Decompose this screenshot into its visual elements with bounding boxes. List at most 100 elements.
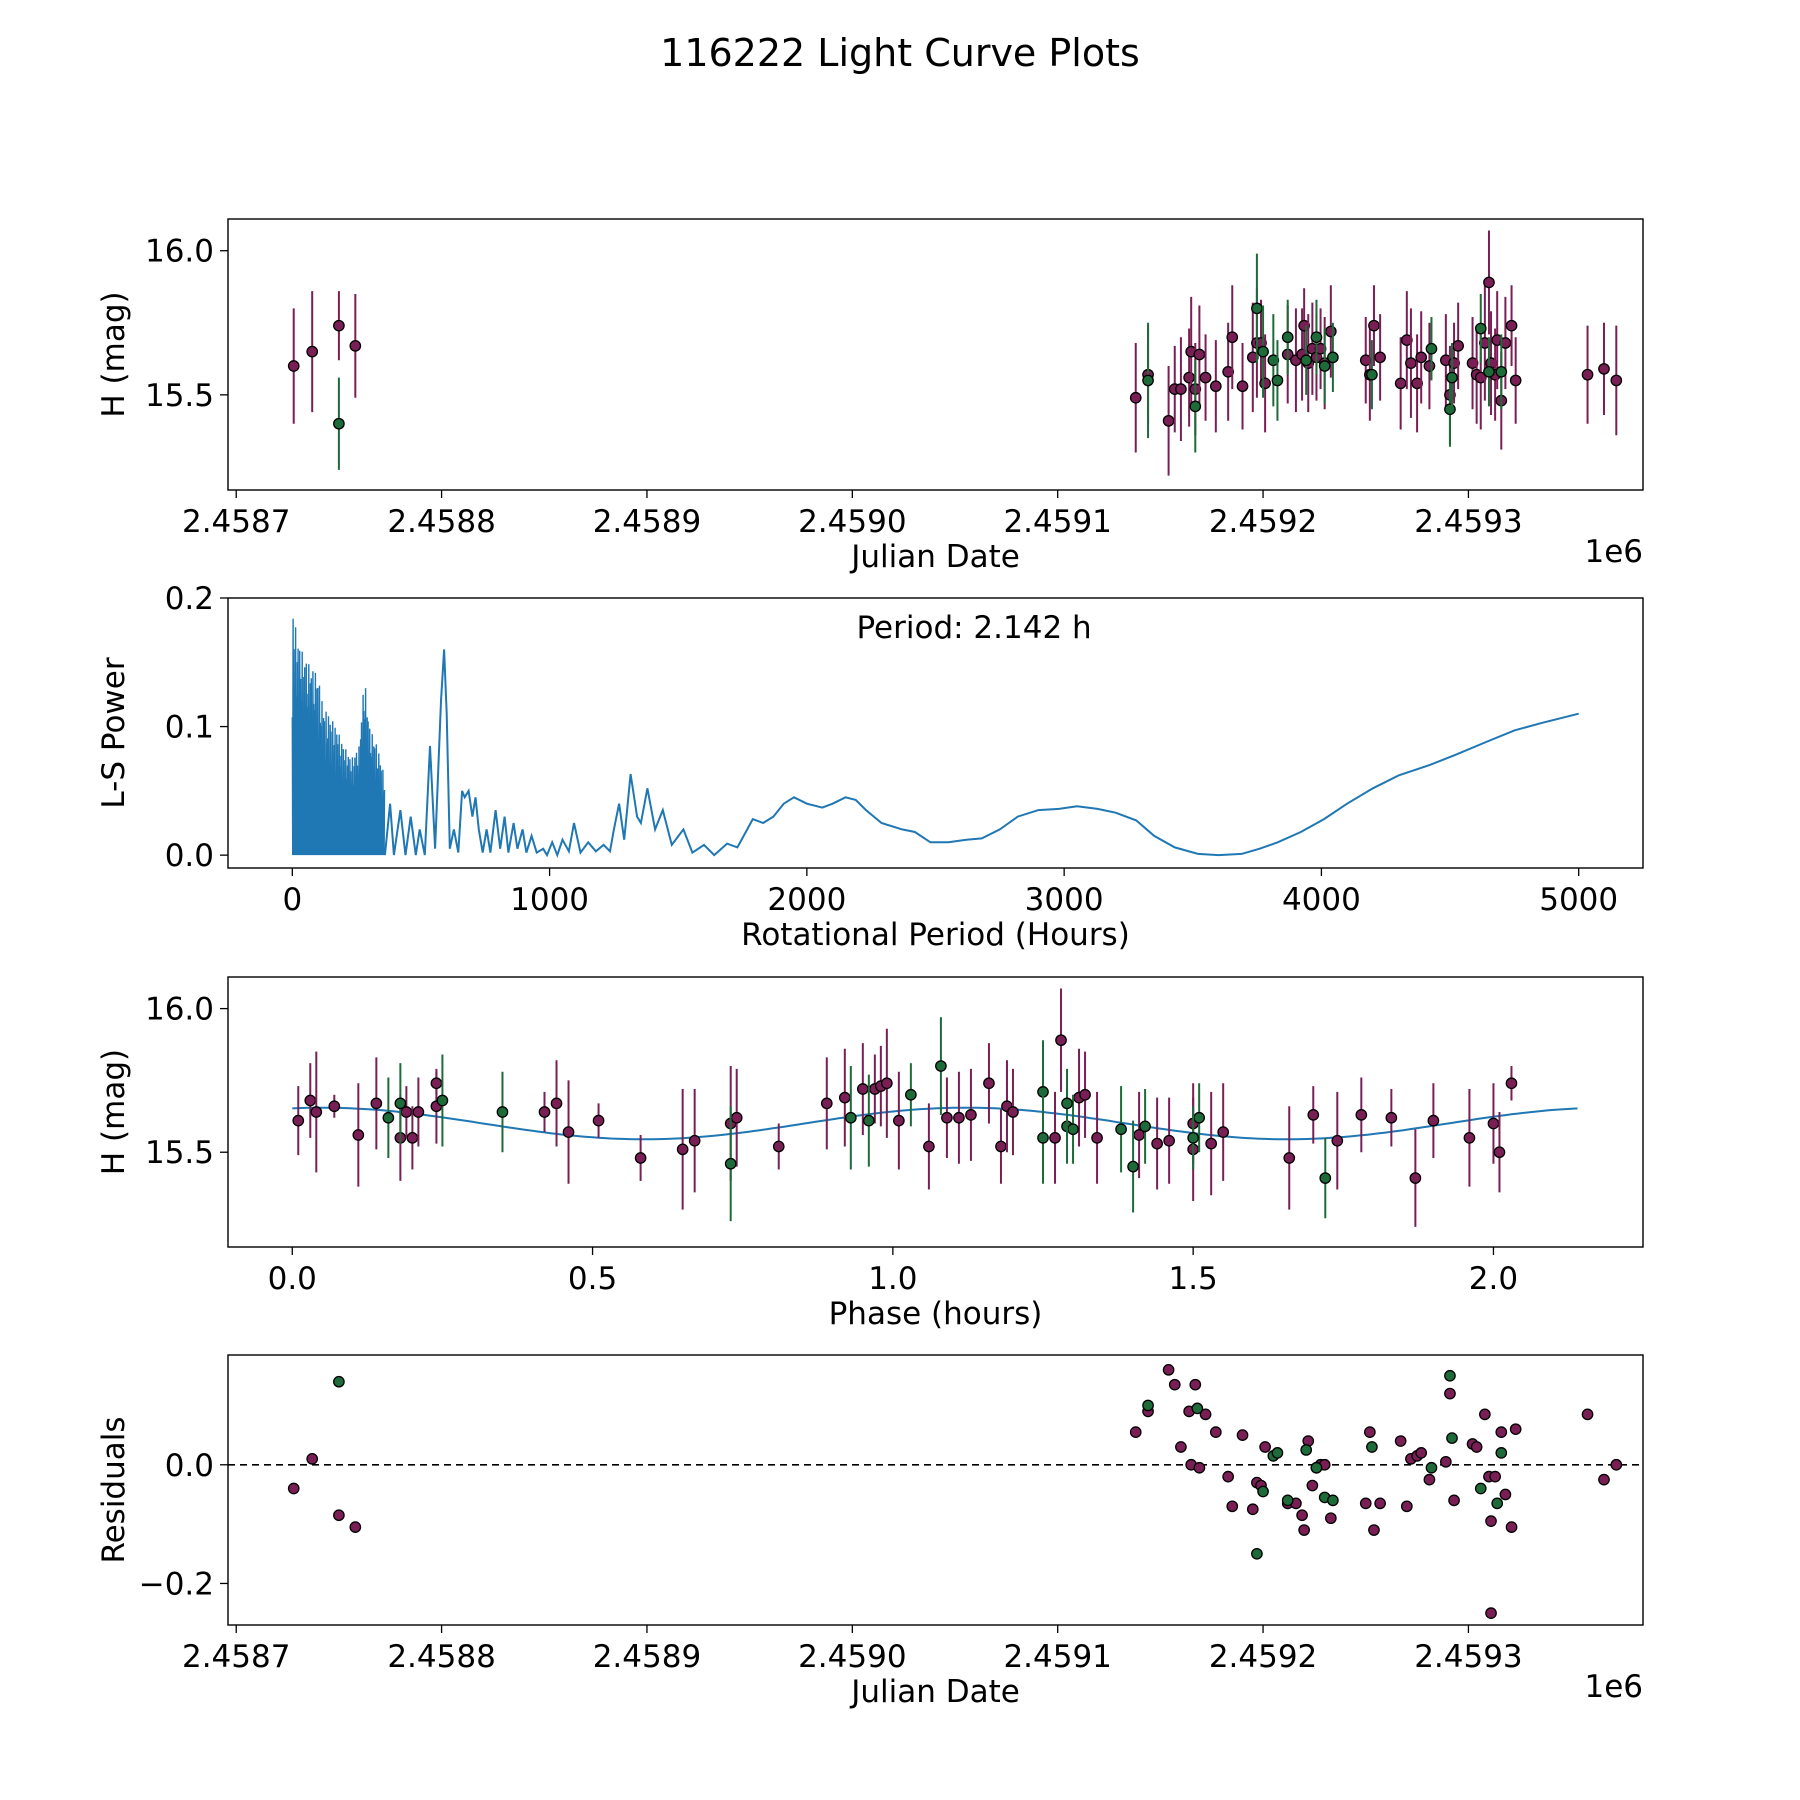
data-point [634,1152,647,1164]
data-point [496,1106,509,1118]
data-point [838,1091,851,1104]
series-magenta [287,1363,1623,1619]
data-point [1493,1146,1506,1159]
data-point [1142,374,1154,387]
data-point [1115,1123,1127,1136]
x-tick-label: 2.0 [1469,1261,1518,1297]
data-point [562,1126,575,1138]
axes-frame [227,976,1644,1248]
data-point [1489,1470,1501,1483]
data-point [1314,342,1327,355]
data-point [1283,1152,1296,1164]
data-point [1598,363,1610,375]
x-tick-label: 1.0 [868,1261,917,1297]
data-point [352,1129,365,1141]
x-axis-label: Julian Date [849,539,1020,575]
panel-ls: 0 1000 2000 3000 4000 5000 0.0 0.1 0.2 Rotational… [96,581,1644,953]
x-tick-label: 2.4588 [387,504,495,540]
y-tick-label: 16.0 [145,992,214,1028]
data-point [1061,1097,1073,1110]
data-point [941,1111,953,1124]
data-point [1474,322,1487,335]
data-point [349,340,362,352]
data-point [1205,1137,1218,1150]
data-point [370,1097,383,1110]
data-point [1067,1123,1079,1136]
y-tick-label: 16.0 [145,234,214,270]
data-point [1483,276,1495,289]
x-tick-label: 2.4587 [182,1639,290,1675]
data-point [1368,1524,1380,1536]
data-point [412,1106,425,1118]
data-point [1251,1547,1263,1560]
data-point [1495,365,1508,378]
x-tick-label: 2.4591 [1003,1639,1111,1675]
data-point [1193,1461,1206,1474]
panel-lc: 2.4587 2.4588 2.4589 2.4590 2.4591 2.4592 2.45… [96,218,1644,575]
data-point [1199,371,1212,384]
x-tick-label: 2.4590 [798,504,906,540]
data-point [856,1083,869,1095]
data-point [306,345,319,358]
data-point [983,1077,995,1090]
data-point [893,1114,905,1127]
panel-phase: 0.0 0.5 1.0 1.5 2.0 15.5 16.0 Phase (hours) H (m… [96,976,1644,1332]
data-point [1209,1426,1222,1438]
data-point [1366,368,1378,381]
data-point [1491,1497,1504,1510]
data-point [1199,1408,1212,1421]
y-tick-label: 0.0 [165,1448,214,1484]
data-point [1251,302,1263,315]
data-point [430,1077,443,1090]
data-point [1610,374,1623,387]
data-point [676,1143,689,1156]
x-tick-label: 2.4590 [798,1639,906,1675]
data-point [1226,331,1239,344]
data-point [1162,414,1175,427]
data-point [1246,351,1259,364]
data-point [1226,1500,1239,1513]
x-tick-label: 2.4589 [593,1639,701,1675]
data-point [1505,1521,1518,1533]
data-point [1409,1172,1422,1184]
y-tick-label: 0.1 [165,710,214,746]
data-point [306,1452,319,1465]
data-point [1423,1473,1436,1486]
series-magenta [292,988,1518,1227]
data-point [1271,374,1284,387]
data-point [1175,1441,1187,1453]
data-point [538,1106,551,1118]
data-point [1091,1132,1103,1144]
data-point [436,1094,449,1107]
x-tick-label: 2.4589 [593,504,701,540]
x-tick-label: 2.4588 [387,1639,495,1675]
x-tick-label: 2000 [767,882,846,918]
data-point [1446,371,1458,384]
data-point [1359,1497,1372,1510]
x-offset-label: 1e6 [1584,534,1643,570]
data-point [406,1132,419,1144]
data-point [844,1111,857,1124]
x-tick-label: 0.5 [568,1261,617,1297]
data-point [287,360,300,372]
data-point [1415,351,1428,364]
data-point [1374,1497,1386,1510]
data-point [1374,351,1386,364]
data-point [1183,371,1195,384]
data-point [1236,1429,1249,1441]
data-point [1581,368,1594,381]
data-point [1364,1426,1376,1438]
figure-title: 116222 Light Curve Plots [660,31,1140,75]
data-point [935,1060,947,1072]
data-point [1193,348,1206,361]
data-point [1509,374,1522,387]
data-point [1189,1378,1202,1391]
data-point [772,1140,785,1153]
data-point [1189,400,1202,413]
data-point [1191,1402,1204,1415]
x-tick-label: 4000 [1282,882,1361,918]
data-point [1444,403,1456,416]
x-axis-label: Julian Date [849,1674,1020,1710]
x-tick-label: 0 [282,882,302,918]
data-point [1400,334,1413,346]
